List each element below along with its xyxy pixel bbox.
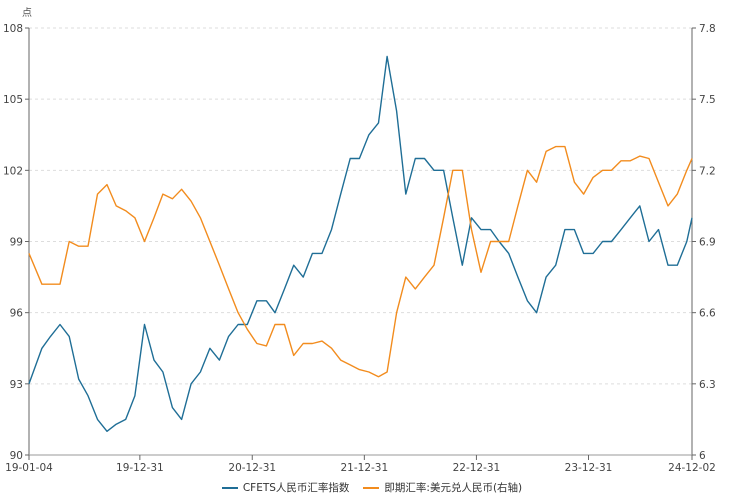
right-tick-label: 7.8 [699,23,716,35]
series-line-usdcny [28,145,693,378]
legend-label-cfets: CFETS人民币汇率指数 [242,482,350,494]
left-tick-label: 93 [10,379,23,391]
left-tick-label: 105 [3,94,23,106]
right-tick-label: 6 [699,450,706,462]
x-tick-label: 19-01-04 [5,462,53,474]
right-tick-label: 7.5 [699,94,716,106]
left-tick-label: 99 [10,237,23,249]
left-tick-label: 96 [10,308,24,320]
legend-label-usdcny: 即期汇率:美元兑人民币(右轴) [384,482,523,494]
x-tick-label: 19-12-31 [116,462,164,474]
left-tick-label: 108 [3,23,23,35]
left-tick-label: 102 [3,165,23,177]
legend-swatch-usdcny [363,486,380,489]
series-line-cfets [28,55,693,432]
right-tick-label: 6.6 [699,308,716,320]
x-tick-label: 22-12-31 [453,462,501,474]
left-tick-label: 90 [10,450,23,462]
right-tick-label: 6.3 [699,379,716,391]
legend-swatch-cfets [221,486,238,489]
right-tick-label: 6.9 [699,237,716,249]
x-tick-label: 21-12-31 [341,462,389,474]
legend-item-cfets[interactable]: CFETS人民币汇率指数 [221,480,350,495]
legend: CFETS人民币汇率指数 即期汇率:美元兑人民币(右轴) [0,480,744,495]
right-tick-label: 7.2 [699,165,716,177]
x-tick-label: 20-12-31 [228,462,276,474]
x-tick-label: 24-12-02 [668,462,716,474]
x-tick-label: 23-12-31 [565,462,613,474]
left-axis-unit: 点 [22,7,32,19]
legend-item-usdcny[interactable]: 即期汇率:美元兑人民币(右轴) [363,480,522,495]
line-chart: 点 90 93 96 99 102 105 108 6 6.3 6.6 6.9 7.2 7.5 7.8 19… [3,7,716,474]
